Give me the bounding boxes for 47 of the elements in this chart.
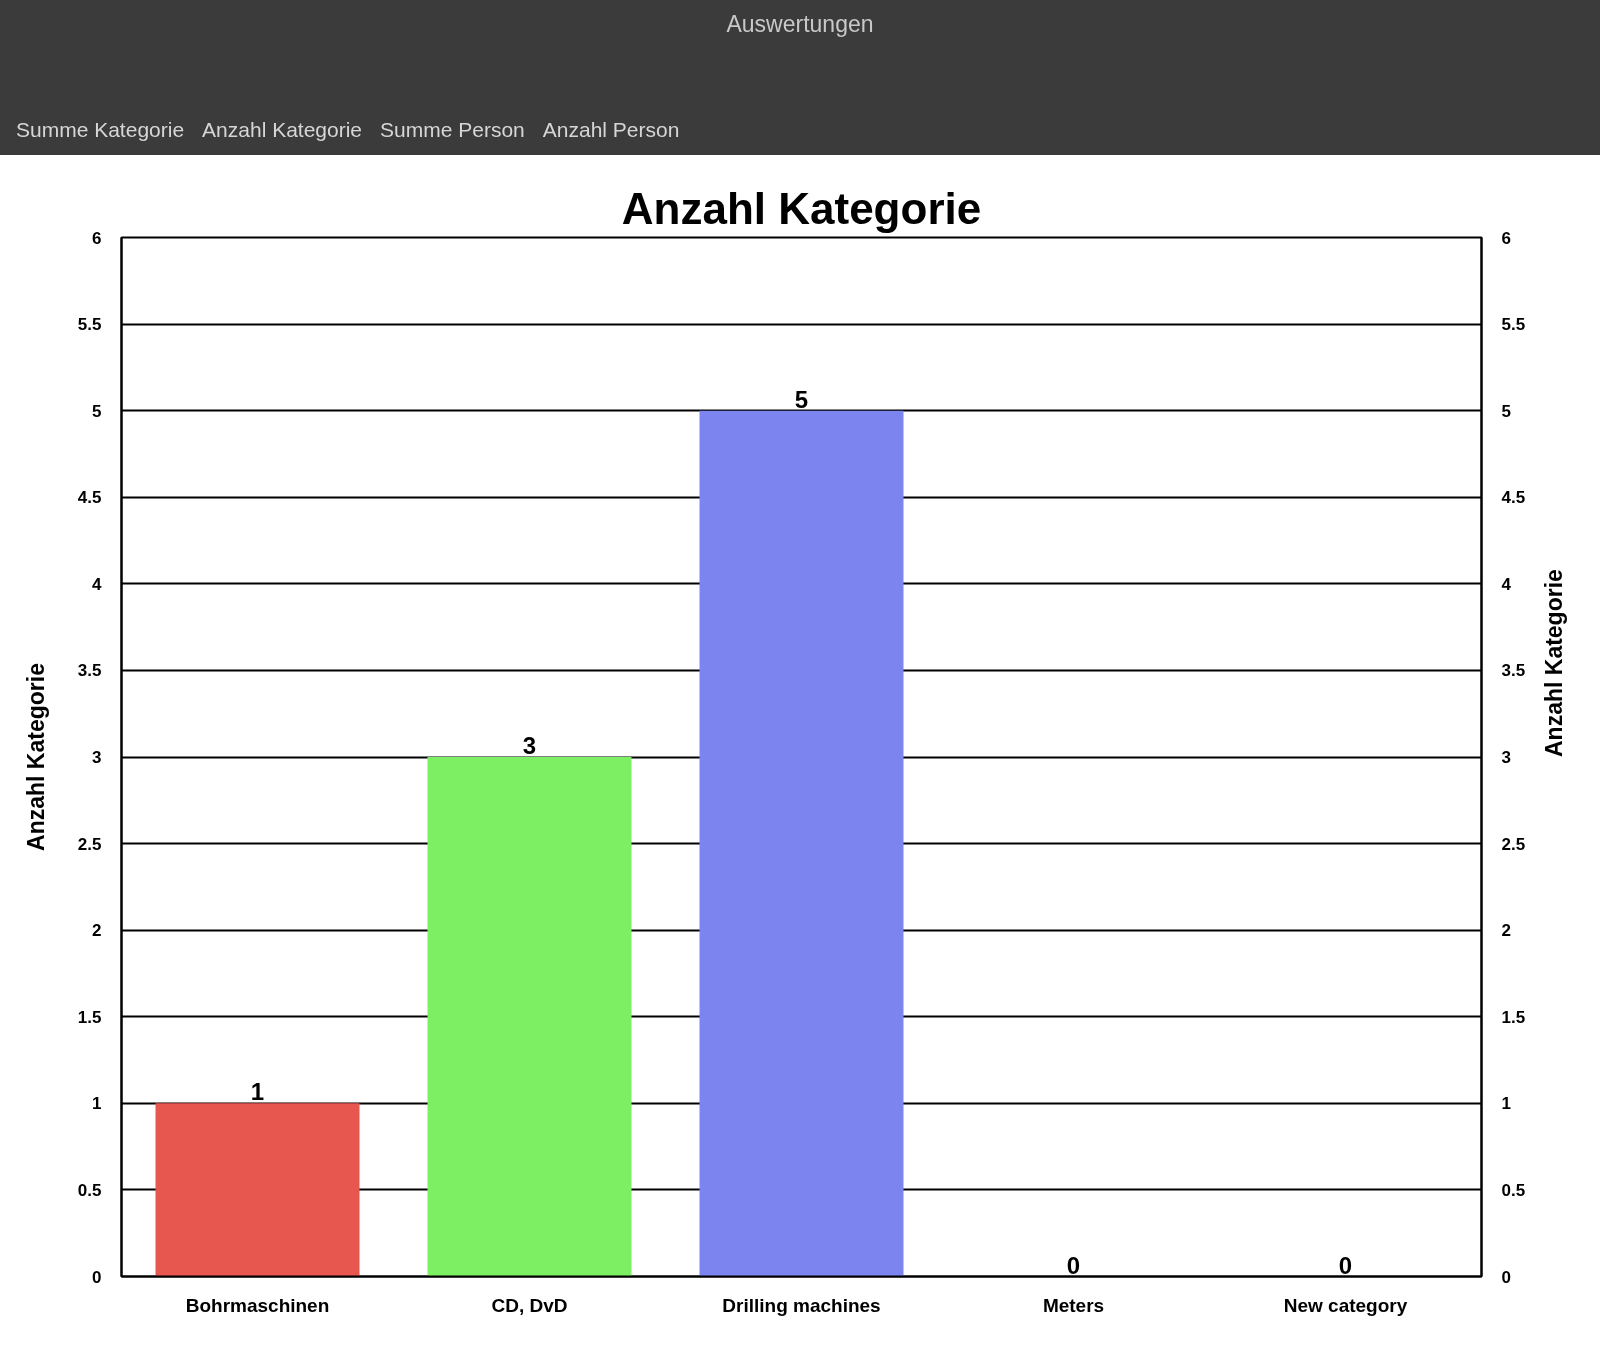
data-label: 0	[1338, 1251, 1353, 1279]
x-tick-label: CD, DvD	[491, 1294, 568, 1316]
y2-tick-label: 5.5	[1501, 315, 1526, 335]
bar	[427, 757, 632, 1277]
x-tick-label: New category	[1283, 1294, 1408, 1316]
x-tick-label: Meters	[1042, 1294, 1105, 1316]
text: Anzahl Kategorie	[201, 117, 364, 143]
y2-tick-label: 1.5	[1501, 1007, 1526, 1027]
y-tick-label: 2	[92, 921, 102, 941]
y-tick-label: 0	[92, 1267, 102, 1287]
y2-tick-label: 3	[1501, 748, 1511, 767]
y-tick-label: 0.5	[77, 1180, 102, 1200]
text: Summe Kategorie	[15, 117, 186, 143]
y2-tick-label: 1	[1501, 1094, 1511, 1114]
text: Anzahl Person	[541, 117, 681, 143]
text: Auswertungen	[725, 10, 875, 39]
y2-tick-label: 3.5	[1501, 661, 1526, 681]
y2-tick-label: 4	[1501, 574, 1512, 594]
y2-tick-label: 4.5	[1501, 488, 1526, 508]
y-axis-title: Anzahl Kategorie	[22, 663, 49, 851]
y-tick-label: 3.5	[77, 661, 102, 681]
y2-tick-label: 6	[1501, 228, 1511, 248]
chart-title: Anzahl Kategorie	[621, 183, 982, 233]
y-tick-label: 5.5	[77, 315, 102, 335]
y2-tick-label: 2	[1501, 921, 1511, 941]
y-tick-label: 5	[92, 401, 102, 421]
data-label: 3	[522, 732, 537, 759]
y-tick-label: 6	[92, 228, 102, 248]
y2-tick-label: 0.5	[1501, 1180, 1526, 1200]
y-tick-label: 4.5	[77, 488, 102, 508]
y-tick-label: 4	[92, 574, 103, 594]
x-tick-label: Bohrmaschinen	[185, 1294, 330, 1316]
data-label: 1	[250, 1078, 265, 1106]
bar	[155, 1103, 360, 1277]
bar	[699, 410, 904, 1277]
y2-axis-title: Anzahl Kategorie	[1541, 569, 1568, 757]
data-label: 0	[1066, 1251, 1081, 1279]
y-tick-label: 1.5	[77, 1007, 102, 1027]
x-tick-label: Drilling machines	[722, 1294, 881, 1316]
data-label: 5	[794, 385, 809, 413]
y2-tick-label: 0	[1501, 1267, 1511, 1287]
y-tick-label: 1	[92, 1094, 102, 1114]
y-tick-label: 2.5	[77, 834, 102, 854]
y2-tick-label: 5	[1501, 401, 1511, 421]
y2-tick-label: 2.5	[1501, 834, 1526, 854]
text: Summe Person	[379, 117, 526, 143]
y-tick-label: 3	[92, 748, 102, 767]
